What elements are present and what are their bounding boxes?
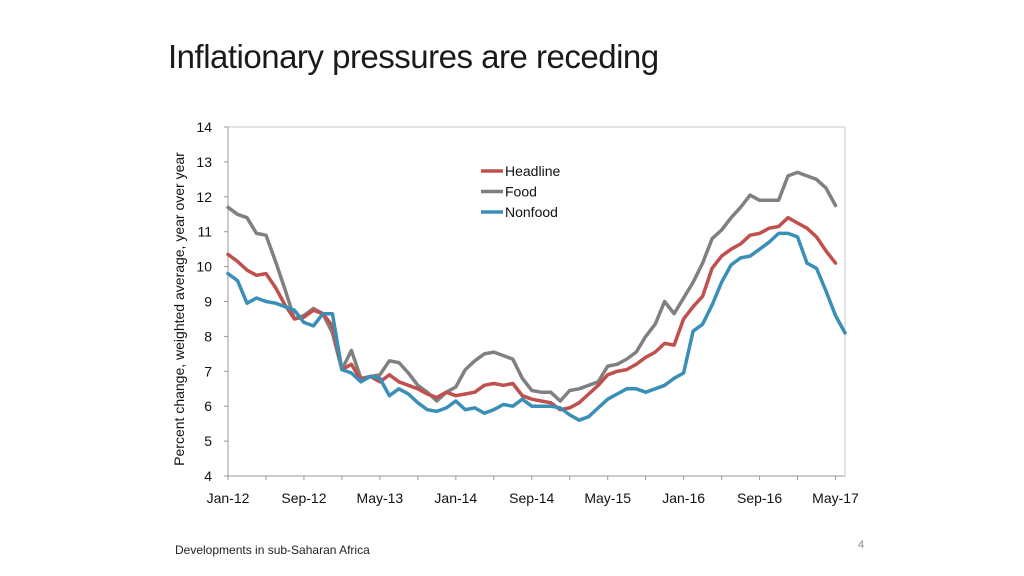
footer-source: Developments in sub-Saharan Africa xyxy=(175,543,370,557)
x-tick-label: Sep-12 xyxy=(281,490,326,506)
y-tick-label: 13 xyxy=(196,154,212,170)
y-tick-label: 9 xyxy=(204,294,212,310)
chart-axes: 4 5 6 7 8 9 10 11 12 13 14 Jan-12 Sep-12 May-13 Jan-14… xyxy=(196,119,859,506)
y-tick-label: 5 xyxy=(204,433,212,449)
x-tick-label: May-15 xyxy=(584,490,631,506)
y-tick-label: 7 xyxy=(204,363,212,379)
x-tick-label: May-17 xyxy=(812,490,859,506)
plot-frame xyxy=(227,126,846,477)
y-tick-label: 14 xyxy=(196,119,212,135)
series-line-headline xyxy=(226,215,838,412)
page-number: 4 xyxy=(858,539,865,551)
x-tick-label: Sep-16 xyxy=(737,490,782,506)
legend-label-food: Food xyxy=(505,184,537,200)
slide-title: Inflationary pressures are receding xyxy=(168,38,659,75)
y-tick-label: 8 xyxy=(204,328,212,344)
x-tick-label: Jan-16 xyxy=(662,490,705,506)
chart-series xyxy=(226,170,847,422)
x-tick-label: May-13 xyxy=(357,490,404,506)
legend-label-headline: Headline xyxy=(505,163,560,179)
y-tick-label: 4 xyxy=(204,468,212,484)
y-tick-label: 6 xyxy=(204,398,212,414)
x-tick-label: Jan-14 xyxy=(434,490,477,506)
x-tick-label: Jan-12 xyxy=(207,490,250,506)
y-axis-label: Percent change, weighted average, year o… xyxy=(171,152,187,466)
chart-legend: Headline Food Nonfood xyxy=(481,163,560,220)
legend-label-nonfood: Nonfood xyxy=(505,204,558,220)
y-tick-label: 10 xyxy=(196,259,212,275)
y-tick-label: 12 xyxy=(196,189,212,205)
y-tick-label: 11 xyxy=(197,224,212,240)
x-tick-label: Sep-14 xyxy=(509,490,554,506)
series-line-nonfood xyxy=(226,231,847,422)
series-line-food xyxy=(226,170,838,403)
